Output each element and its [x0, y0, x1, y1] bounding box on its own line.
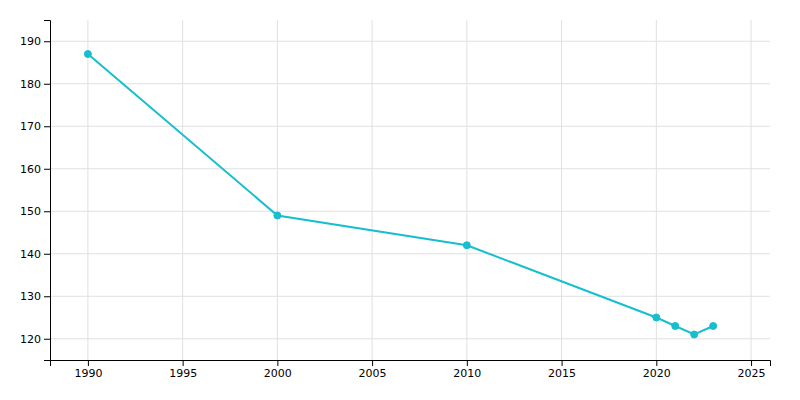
x-tick: 2020 [643, 360, 671, 380]
y-tick-mark [44, 211, 50, 212]
y-tick-mark [44, 84, 50, 85]
y-tick-mark [44, 339, 50, 340]
y-tick-mark [44, 296, 50, 297]
x-tick-mark [467, 360, 468, 366]
x-tick-label: 1990 [74, 367, 102, 380]
x-tick-label: 2025 [738, 367, 766, 380]
x-grid-line [466, 20, 467, 360]
x-tick-mark [562, 360, 563, 366]
y-grid-line [50, 83, 770, 84]
x-tick-mark [372, 360, 373, 366]
x-tick: 2015 [548, 360, 576, 380]
x-tick-mark [751, 360, 752, 366]
y-grid-line [50, 41, 770, 42]
point [710, 323, 717, 330]
x-tick-mark [656, 360, 657, 366]
point [672, 323, 679, 330]
x-tick-label: 2020 [643, 367, 671, 380]
point [653, 314, 660, 321]
x-grid-line [751, 20, 752, 360]
point [274, 212, 281, 219]
marks [84, 51, 716, 339]
x-grid-line [656, 20, 657, 360]
y-tick-label: 180 [20, 78, 41, 91]
y-tick-label: 120 [20, 333, 41, 346]
point [84, 51, 91, 58]
plot: 1990 1995 2000 2005 2010 2015 2020 2025 120 130 14… [20, 20, 771, 380]
x-tick: 2000 [264, 360, 292, 380]
grid [50, 20, 770, 360]
y-tick-label: 160 [20, 163, 41, 176]
x-grid-line [277, 20, 278, 360]
x-tick: 2025 [738, 360, 766, 380]
y-tick: 180 [20, 78, 50, 91]
x-axis-line [51, 361, 771, 367]
x-tick-label: 2000 [264, 367, 292, 380]
y-axis-line [44, 21, 51, 361]
x-tick-mark [183, 360, 184, 366]
x-grid-line [561, 20, 562, 360]
y-tick-label: 190 [20, 35, 41, 48]
y-tick: 170 [20, 120, 50, 133]
y-tick-label: 150 [20, 205, 41, 218]
y-grid-line [50, 296, 770, 297]
y-tick: 160 [20, 163, 50, 176]
line [88, 54, 713, 335]
x-tick-label: 2015 [548, 367, 576, 380]
x-tick-label: 2005 [359, 367, 387, 380]
x-tick: 1990 [74, 360, 102, 380]
y-tick: 150 [20, 205, 50, 218]
x-tick-label: 2010 [453, 367, 481, 380]
y-grid-line [50, 338, 770, 339]
x-tick: 2010 [453, 360, 481, 380]
y-tick-label: 140 [20, 248, 41, 261]
point [463, 242, 470, 249]
y-tick-mark [44, 254, 50, 255]
point [691, 331, 698, 338]
y-tick-label: 170 [20, 120, 41, 133]
y-grid-line [50, 211, 770, 212]
x-tick-label: 1995 [169, 367, 197, 380]
y-tick-mark [44, 41, 50, 42]
y-tick: 130 [20, 290, 50, 303]
chart: 1990 1995 2000 2005 2010 2015 2020 2025 120 130 14… [0, 0, 800, 400]
x-axis: 1990 1995 2000 2005 2010 2015 2020 2025 [51, 360, 771, 380]
y-axis: 120 130 140 150 160 170 180 190 [20, 21, 51, 361]
x-grid-line [87, 20, 88, 360]
x-grid-line [182, 20, 183, 360]
y-tick: 120 [20, 333, 50, 346]
y-tick: 140 [20, 248, 50, 261]
x-tick: 2005 [359, 360, 387, 380]
y-tick-mark [44, 169, 50, 170]
y-tick-mark [44, 126, 50, 127]
y-grid-line [50, 168, 770, 169]
y-tick: 190 [20, 35, 50, 48]
y-grid-line [50, 126, 770, 127]
x-grid-line [372, 20, 373, 360]
x-tick: 1995 [169, 360, 197, 380]
y-tick-label: 130 [20, 290, 41, 303]
x-tick-mark [88, 360, 89, 366]
x-tick-mark [277, 360, 278, 366]
y-grid-line [50, 253, 770, 254]
